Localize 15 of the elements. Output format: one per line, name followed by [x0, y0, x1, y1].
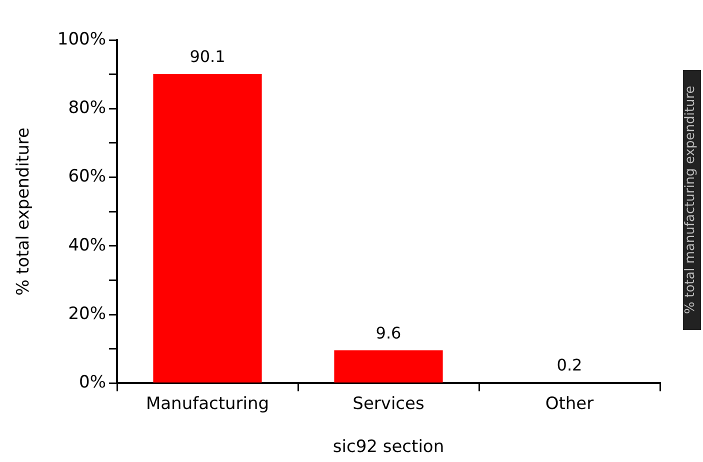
y-tick-label: 0%	[79, 372, 106, 393]
y-tick-label: 100%	[57, 29, 106, 50]
text: % total manufacturing expenditure	[683, 70, 701, 330]
y-tick-label: 80%	[68, 98, 106, 118]
data-label: 90.1	[190, 47, 226, 66]
x-tick-label: Other	[545, 394, 594, 414]
y-tick-label: 40%	[68, 235, 106, 256]
x-axis-title: sic92 section	[332, 437, 444, 458]
data-label: 0.2	[556, 356, 582, 375]
x-tick-label: Services	[352, 394, 424, 414]
y-tick-label: 60%	[68, 166, 106, 187]
y-tick-label: 20%	[68, 304, 106, 324]
data-label: 9.6	[376, 323, 402, 342]
y-axis-title: % total expenditure	[14, 128, 34, 296]
x-tick-label: Manufacturing	[146, 394, 270, 414]
